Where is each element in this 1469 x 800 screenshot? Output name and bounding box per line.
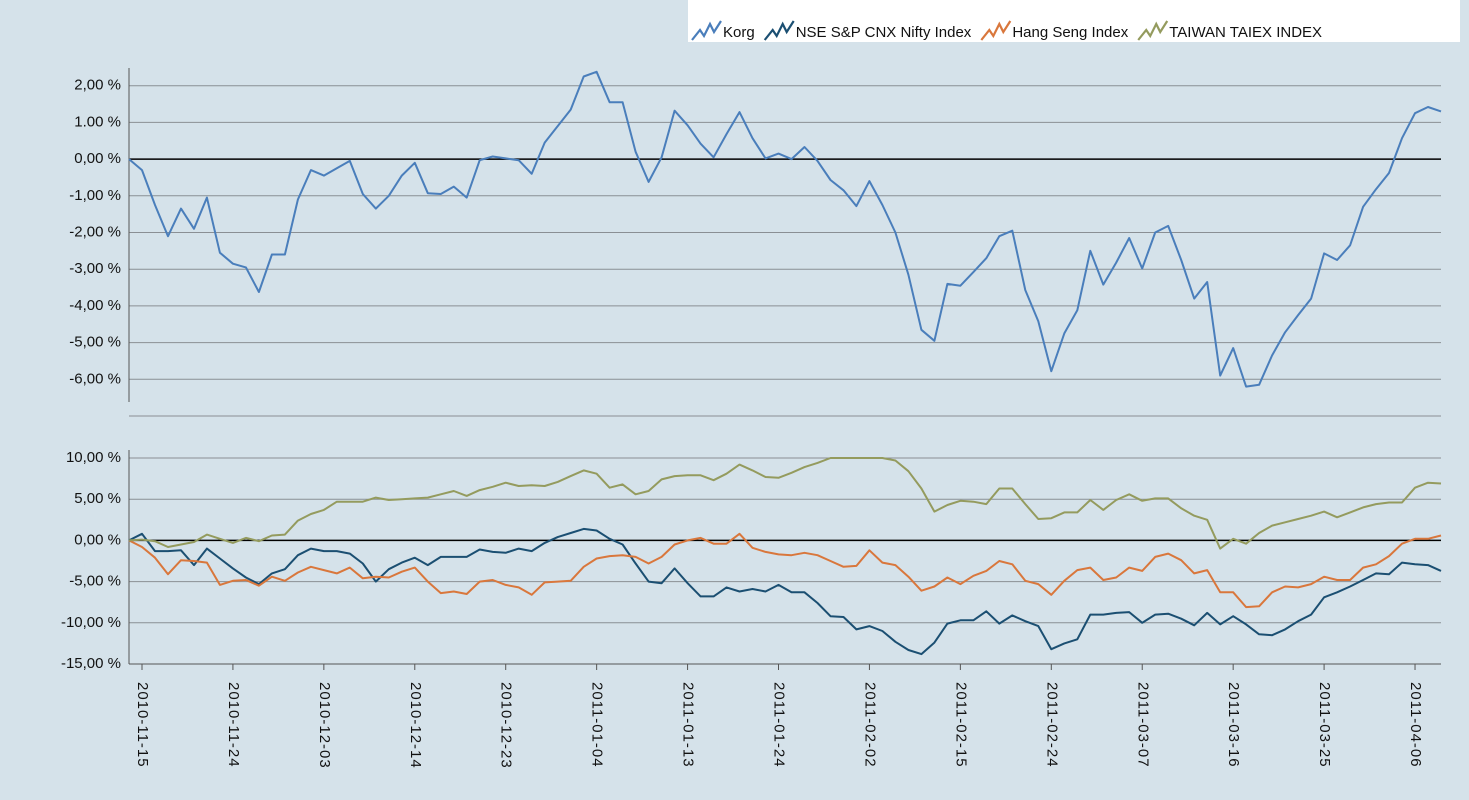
y-tick-label: -1,00 % [69, 187, 121, 204]
x-tick-label: 2010-11-24 [225, 682, 242, 768]
x-tick-label: 2010-12-23 [498, 682, 515, 769]
line-series [128, 532, 1442, 609]
x-tick-label: 2011-02-24 [1043, 682, 1060, 768]
y-tick-label: 0,00 % [74, 150, 121, 167]
x-tick-label: 2011-04-06 [1407, 682, 1424, 768]
x-tick-label: 2010-12-03 [316, 682, 333, 769]
legend-label: Korg [723, 24, 755, 41]
x-tick-label: 2011-01-24 [771, 682, 788, 768]
x-tick-label: 2011-03-25 [1316, 682, 1333, 768]
x-tick-label: 2010-12-14 [407, 682, 424, 769]
y-tick-label: -4,00 % [69, 297, 121, 314]
y-tick-label: 2,00 % [74, 77, 121, 94]
legend-icon [980, 20, 1012, 41]
x-tick-label: 2010-11-15 [134, 682, 151, 768]
y-tick-label: 0,00 % [74, 531, 121, 548]
legend-icon [763, 20, 795, 41]
legend-label: NSE S&P CNX Nifty Index [796, 24, 972, 41]
y-tick-label: -5,00 % [69, 573, 121, 590]
y-tick-label: -6,00 % [69, 370, 121, 387]
y-tick-label: -15,00 % [61, 655, 121, 672]
y-tick-label: -5,00 % [69, 334, 121, 351]
line-series [128, 70, 1442, 388]
x-tick-label: 2011-01-04 [589, 682, 606, 768]
y-tick-label: -2,00 % [69, 223, 121, 240]
line-series [128, 527, 1442, 656]
y-tick-label: -10,00 % [61, 614, 121, 631]
legend-label: Hang Seng Index [1012, 24, 1128, 41]
y-tick-label: 5,00 % [74, 490, 121, 507]
y-tick-label: -3,00 % [69, 260, 121, 277]
legend-label: TAIWAN TAIEX INDEX [1169, 24, 1322, 41]
legend-box [688, 0, 1460, 42]
x-tick-label: 2011-01-13 [680, 682, 697, 768]
legend-icon [691, 20, 722, 41]
line-series [128, 457, 1442, 550]
x-tick-label: 2011-02-15 [952, 682, 969, 768]
legend: Korg NSE S&P CNX Nifty Index Hang Seng Ind… [691, 20, 1322, 41]
legend-icon [1137, 20, 1169, 41]
x-tick-label: 2011-03-07 [1134, 682, 1151, 768]
y-tick-label: 1.00 % [74, 113, 121, 130]
y-tick-label: 10,00 % [66, 449, 121, 466]
x-tick-label: 2011-03-16 [1225, 682, 1242, 768]
x-tick-label: 2011-02-02 [861, 682, 878, 768]
